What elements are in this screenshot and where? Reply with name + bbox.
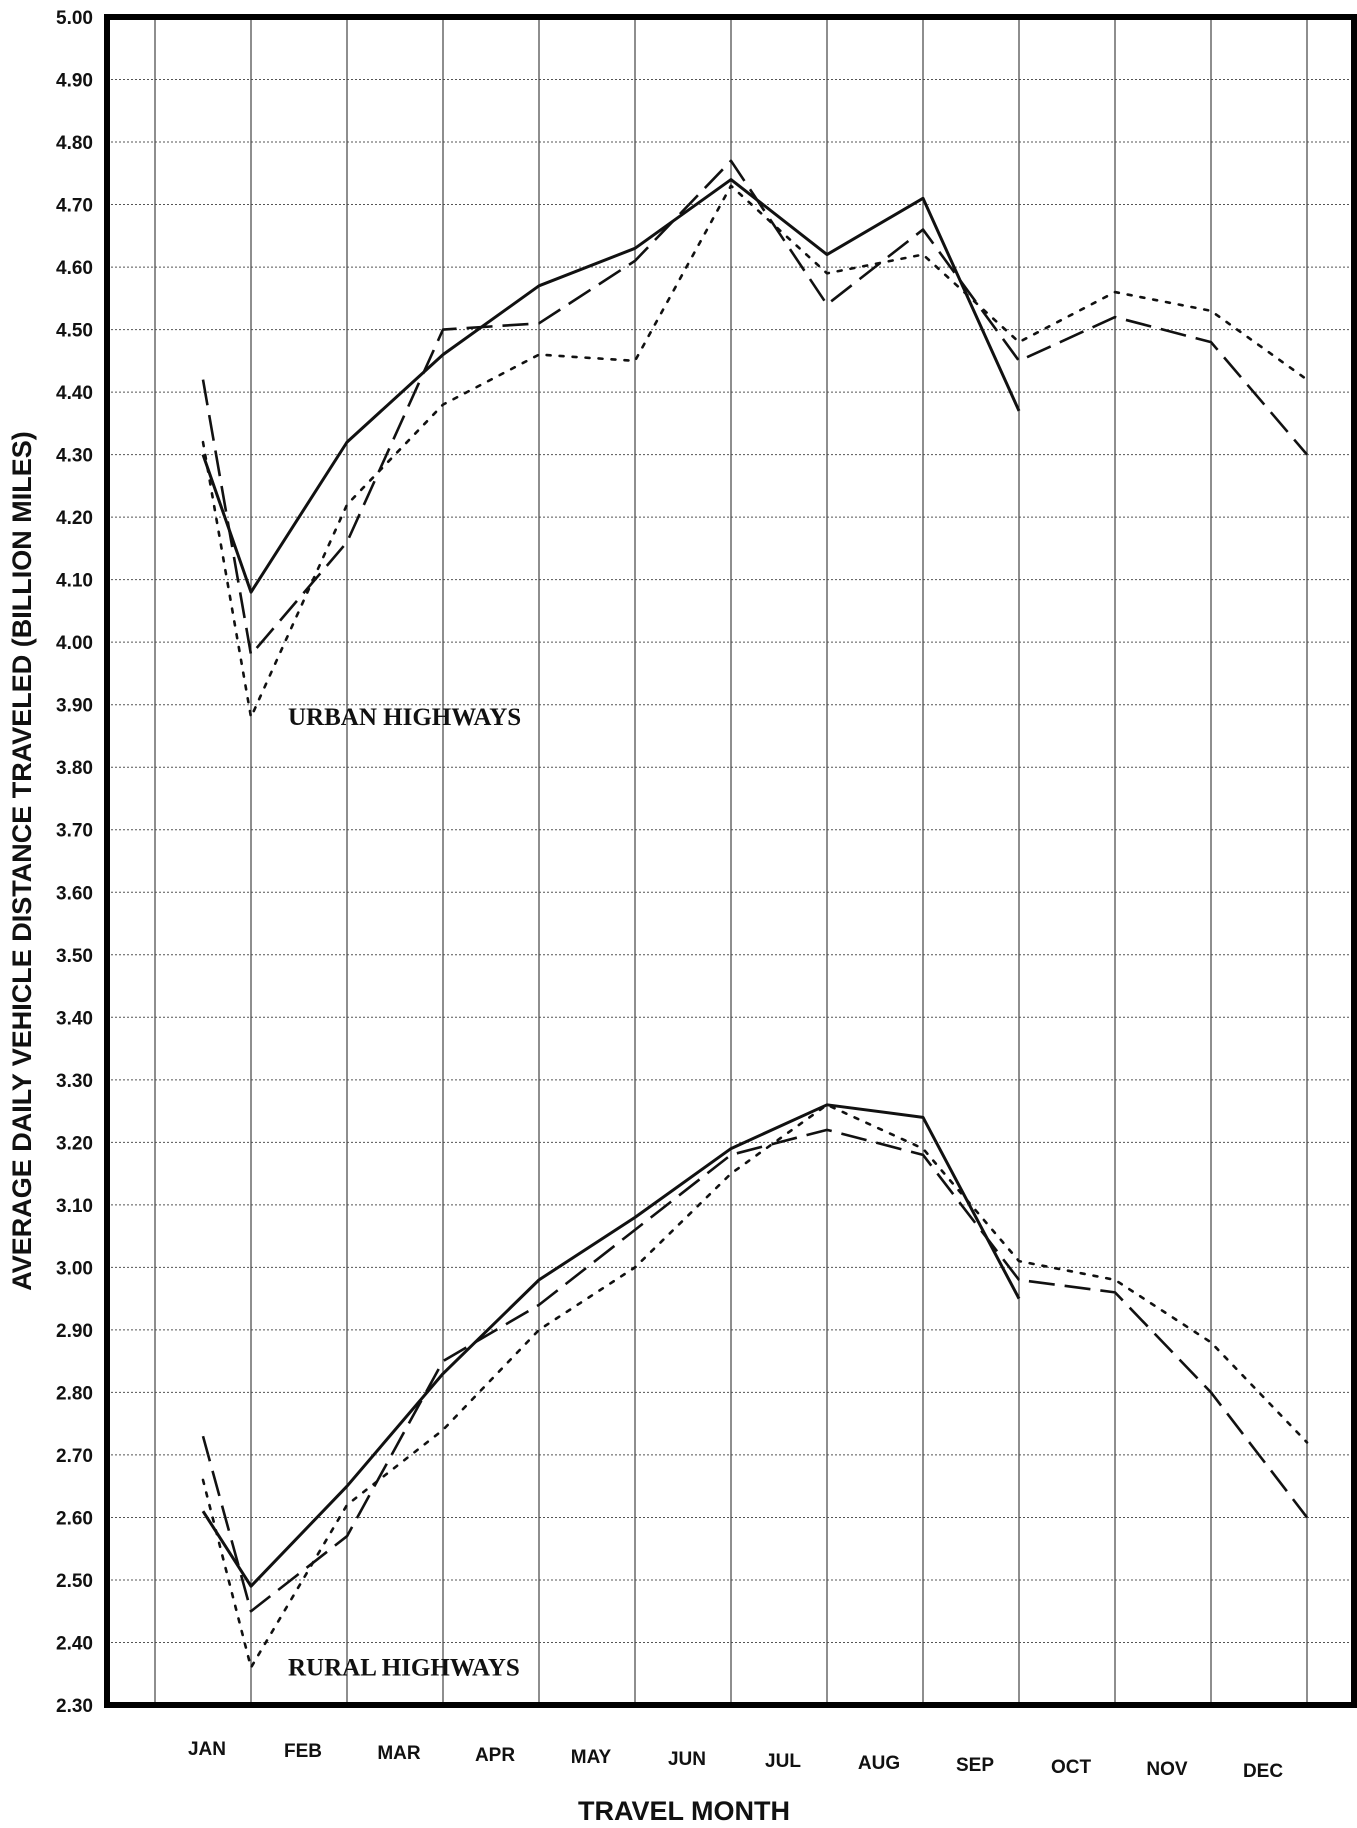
x-tick-label: MAY xyxy=(571,1747,612,1768)
y-tick-label: 3.60 xyxy=(56,883,93,904)
x-axis-ticks: JAN FEB MAR APR MAY JUN JUL AUG SEP OCT NOV DEC xyxy=(188,1739,1283,1782)
series-line-rural-solid xyxy=(201,1103,1021,1588)
y-tick-label: 3.90 xyxy=(56,696,93,717)
series-line-rural-dotted xyxy=(201,1103,1309,1669)
y-tick-label: 2.70 xyxy=(56,1446,93,1467)
y-tick-label: 3.30 xyxy=(56,1071,93,1092)
x-tick-label: APR xyxy=(475,1745,515,1766)
y-axis-ticks: 2.30 2.40 2.50 2.60 2.70 2.80 2.90 3.00 3.10 3.20… xyxy=(56,8,93,1717)
y-tick-label: 3.10 xyxy=(56,1196,93,1217)
y-tick-label: 4.80 xyxy=(56,133,93,154)
x-tick-label: JAN xyxy=(188,1739,226,1760)
y-tick-label: 4.70 xyxy=(56,196,93,217)
y-tick-label: 4.50 xyxy=(56,321,93,342)
x-tick-label: MAR xyxy=(377,1743,421,1764)
y-tick-label: 4.10 xyxy=(56,571,93,592)
series-line-urban-dotted xyxy=(201,184,1309,719)
y-tick-label: 2.60 xyxy=(56,1508,93,1529)
y-tick-label: 5.00 xyxy=(56,8,93,29)
annotation-urban-highways: URBAN HIGHWAYS xyxy=(288,704,521,731)
x-tick-label: NOV xyxy=(1146,1759,1188,1780)
y-tick-label: 3.70 xyxy=(56,821,93,842)
series-lines xyxy=(201,159,1309,1669)
series-line-rural-dashed xyxy=(201,1128,1309,1613)
series-line-urban-solid xyxy=(201,178,1021,594)
y-tick-label: 4.60 xyxy=(56,258,93,279)
annotation-rural-highways: RURAL HIGHWAYS xyxy=(288,1654,520,1681)
series-line-urban-dashed xyxy=(201,159,1308,656)
y-tick-label: 3.20 xyxy=(56,1133,93,1154)
y-tick-label: 3.50 xyxy=(56,946,93,967)
x-tick-label: JUN xyxy=(668,1749,706,1770)
x-tick-label: FEB xyxy=(284,1741,322,1762)
y-tick-label: 2.80 xyxy=(56,1383,93,1404)
y-tick-label: 2.90 xyxy=(56,1321,93,1342)
y-tick-label: 3.40 xyxy=(56,1008,93,1029)
x-tick-label: JUL xyxy=(765,1751,801,1772)
y-tick-label: 2.30 xyxy=(56,1696,93,1717)
y-tick-label: 2.40 xyxy=(56,1633,93,1654)
y-tick-label: 4.30 xyxy=(56,446,93,467)
y-tick-label: 4.90 xyxy=(56,71,93,92)
y-tick-label: 4.20 xyxy=(56,508,93,529)
x-tick-label: DEC xyxy=(1243,1761,1283,1782)
y-tick-label: 3.80 xyxy=(56,758,93,779)
y-tick-label: 4.00 xyxy=(56,633,93,654)
x-tick-label: OCT xyxy=(1051,1757,1092,1778)
grid-lines xyxy=(107,16,1354,1706)
x-tick-label: AUG xyxy=(858,1753,900,1774)
y-tick-label: 2.50 xyxy=(56,1571,93,1592)
y-tick-label: 3.00 xyxy=(56,1258,93,1279)
x-axis-label: TRAVEL MONTH xyxy=(578,1796,790,1826)
x-tick-label: SEP xyxy=(956,1755,994,1776)
y-tick-label: 4.40 xyxy=(56,383,93,404)
plot-frame xyxy=(104,14,1357,1708)
y-axis-label: AVERAGE DAILY VEHICLE DISTANCE TRAVELED … xyxy=(7,431,37,1291)
